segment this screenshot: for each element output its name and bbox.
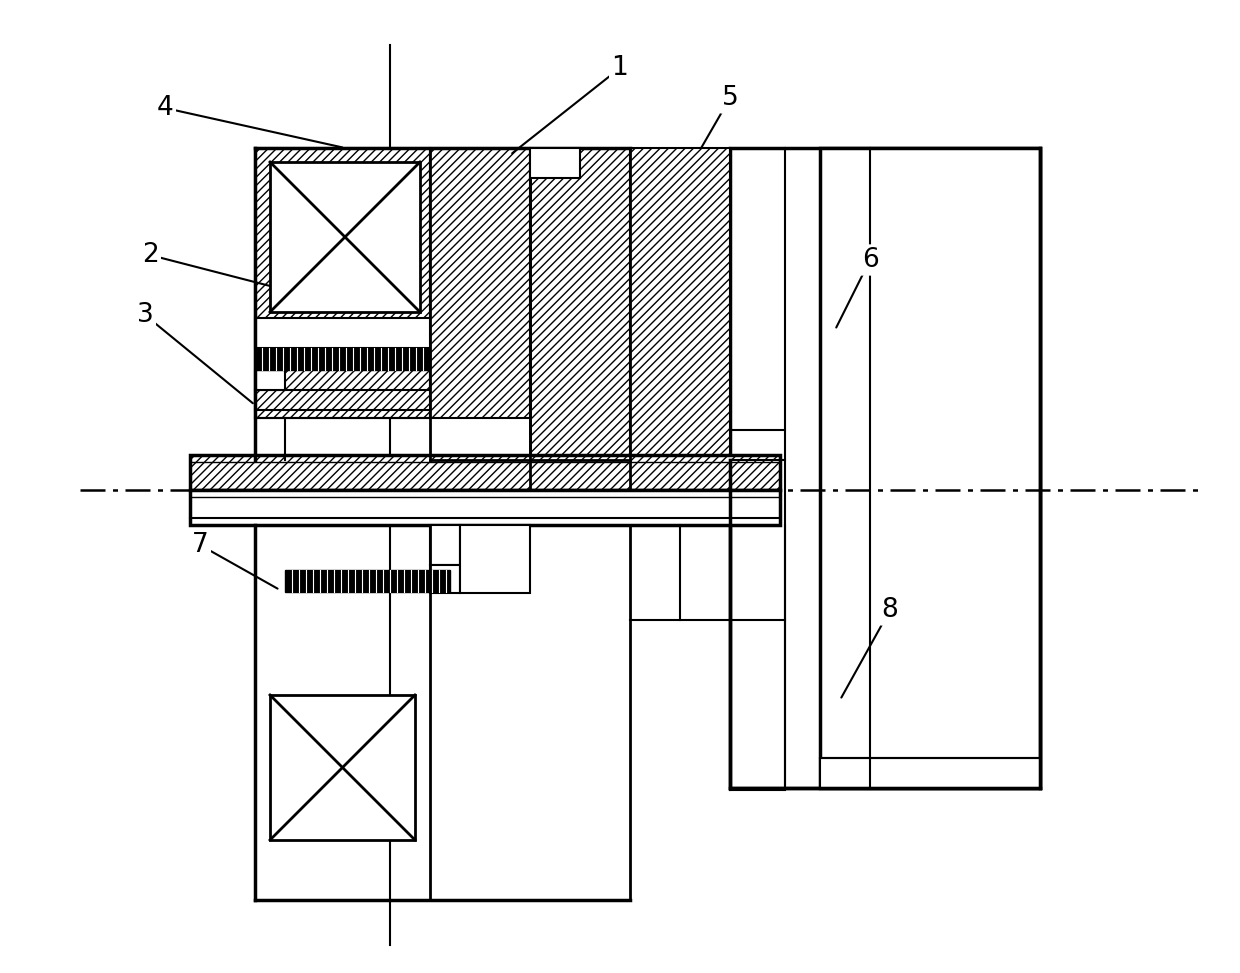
- Bar: [820, 148, 1040, 788]
- Bar: [255, 390, 430, 410]
- Text: 8: 8: [882, 597, 898, 623]
- Text: 6: 6: [862, 247, 878, 273]
- Bar: [430, 148, 529, 418]
- Bar: [190, 455, 780, 490]
- Bar: [270, 695, 415, 840]
- Bar: [190, 490, 780, 525]
- Text: 3: 3: [136, 302, 154, 328]
- Bar: [255, 370, 285, 390]
- Bar: [820, 758, 1040, 788]
- Text: 1: 1: [611, 55, 629, 81]
- Text: 4: 4: [156, 95, 174, 121]
- Bar: [529, 148, 630, 490]
- Bar: [255, 348, 430, 370]
- Bar: [270, 162, 420, 312]
- Bar: [285, 570, 450, 592]
- Text: 5: 5: [722, 85, 738, 111]
- Text: 7: 7: [192, 532, 208, 558]
- Bar: [460, 525, 529, 593]
- Bar: [730, 148, 1040, 788]
- Bar: [630, 148, 730, 490]
- Bar: [255, 148, 430, 418]
- Bar: [255, 318, 430, 348]
- Text: 2: 2: [141, 242, 159, 268]
- Bar: [430, 525, 460, 565]
- Bar: [430, 565, 460, 593]
- Bar: [529, 148, 580, 178]
